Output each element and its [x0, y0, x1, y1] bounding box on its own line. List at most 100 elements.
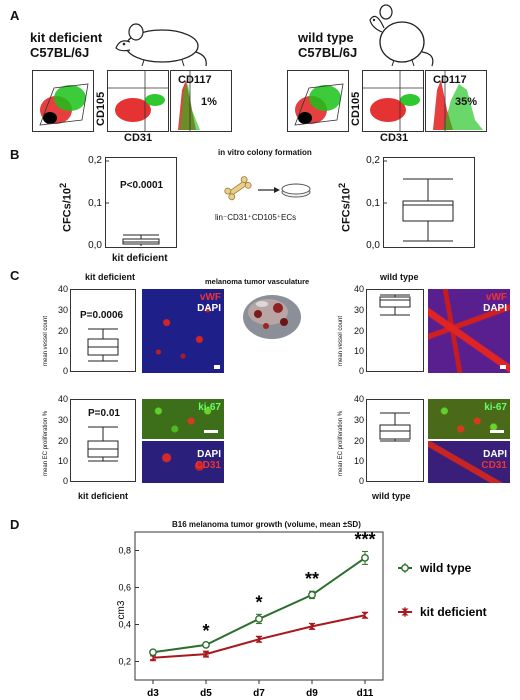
c-left-dapi-label: DAPI: [197, 303, 221, 314]
c-left-vessel-ylabel: mean vessel count: [43, 315, 49, 366]
right-b-ytick-1: 0,2: [366, 155, 380, 166]
left-strain-label: kit deficient C57BL/6J: [30, 30, 102, 60]
significance-layer: *******: [202, 530, 375, 641]
c-left-vwf-image: vWF DAPI: [142, 289, 224, 373]
x-axis: d3 d5 d7 d9 d11: [147, 680, 374, 699]
significance-stars: *: [255, 592, 262, 612]
b-left-xlabel: kit deficient: [112, 253, 168, 264]
right-pct-label: 35%: [455, 96, 478, 108]
y-tick-label: 0,2: [118, 657, 131, 667]
c-lp-tick-10: 10: [57, 456, 68, 466]
c-left-cd31-image: DAPI CD31: [142, 441, 224, 483]
c-rv-tick-40: 40: [353, 284, 364, 294]
x-tick-label: d7: [253, 688, 265, 699]
c-right-cd31-image: DAPI CD31: [428, 441, 510, 483]
right-strain-line1: wild type: [298, 30, 354, 45]
c-left-cd31-label: CD31: [195, 460, 221, 471]
c-right-vessel-ylabel: mean vessel count: [338, 315, 344, 366]
y-axis: 0,2 0,4 0,6 0,8: [118, 546, 139, 667]
c-right-prolif-ylabel: mean EC proliferation %: [338, 410, 344, 476]
c-left-vwf-label: vWF: [199, 292, 221, 303]
c-left-scalebar: [214, 365, 220, 369]
c-rp-tick-20: 20: [353, 436, 364, 446]
right-facs-scatter-2: [362, 70, 424, 132]
data-point: [149, 654, 157, 662]
right-cd31-label: CD31: [380, 132, 409, 144]
significance-stars: *: [202, 621, 209, 641]
c-left-ki67-image: ki-67: [142, 399, 224, 439]
c-right-title: wild type: [380, 272, 419, 282]
y-tick-label: 0,4: [118, 620, 131, 630]
c-left-ki67-scalebar: [204, 430, 218, 433]
c-lp-tick-40: 40: [57, 394, 68, 404]
data-point: [308, 622, 316, 630]
y-tick-label: 0,8: [118, 546, 131, 556]
left-facs-scatter-1: [32, 70, 94, 132]
right-b-ytick-2: 0,1: [366, 198, 380, 209]
cfc-ylabel-exp: 2: [58, 182, 68, 188]
tumor-icon: [243, 295, 301, 339]
right-strain-label: wild type C57BL/6J: [298, 30, 357, 60]
data-point: [149, 648, 157, 657]
c-right-cd31-label: CD31: [481, 460, 507, 471]
c-left-dapi2-label: DAPI: [197, 449, 221, 460]
panel-b-letter: B: [10, 147, 20, 162]
c-left-title: kit deficient: [85, 272, 136, 282]
b-center-caption: lin⁻CD31⁺CD105⁺ECs: [215, 213, 297, 222]
c-rp-tick-40: 40: [353, 394, 364, 404]
c-rv-tick-0: 0: [358, 366, 364, 376]
c-rp-tick-30: 30: [353, 415, 364, 425]
left-b-ytick-3: 0,0: [88, 240, 102, 251]
data-point: [361, 611, 369, 619]
c-lv-tick-40: 40: [57, 284, 68, 294]
left-facs-histogram: [170, 70, 232, 132]
c-left-xlabel: kit deficient: [78, 491, 129, 501]
c-left-ki67-label: ki-67: [198, 402, 221, 413]
left-cd31-label: CD31: [124, 132, 153, 144]
c-left-vessel-boxplot: [70, 289, 136, 372]
left-mouse-icon: [115, 23, 207, 67]
b-center-title: in vitro colony formation: [218, 148, 312, 157]
right-cfc-ylabel: CFCs/102: [337, 183, 353, 232]
c-rp-tick-10: 10: [353, 456, 364, 466]
c-left-prolif-boxplot: [70, 399, 136, 482]
c-lp-tick-0: 0: [62, 476, 68, 486]
data-point: [202, 640, 210, 649]
c-right-vwf-label: vWF: [485, 292, 507, 303]
c-right-ki67-scalebar: [490, 430, 504, 433]
left-strain-line2: C57BL/6J: [30, 45, 90, 60]
c-lv-tick-0: 0: [62, 366, 68, 376]
panel-c-letter: C: [10, 268, 20, 283]
legend-label: wild type: [419, 561, 472, 575]
right-facs-scatter-1: [287, 70, 349, 132]
c-lp-tick-20: 20: [57, 436, 68, 446]
c-right-vessel-boxplot: [366, 289, 424, 372]
right-mouse-icon: [369, 4, 434, 67]
left-b-ytick-1: 0,2: [88, 155, 102, 166]
cfc-ylabel-text-r: CFCs/10: [340, 187, 353, 232]
legend: wild type kit deficient: [398, 561, 487, 619]
cfc-ylabel-exp-r: 2: [337, 182, 347, 188]
x-tick-label: d3: [147, 688, 159, 699]
c-right-xlabel: wild type: [372, 491, 411, 501]
b-pvalue: P<0.0001: [120, 180, 164, 191]
c-center-title: melanoma tumor vasculature: [205, 277, 310, 286]
left-cd105-label: CD105: [95, 91, 107, 126]
c-right-dapi-label: DAPI: [483, 303, 507, 314]
c-right-dapi2-label: DAPI: [483, 449, 507, 460]
legend-marker: [401, 608, 409, 616]
left-b-ytick-2: 0,1: [88, 198, 102, 209]
data-point: [202, 650, 210, 658]
d-chart-title: B16 melanoma tumor growth (volume, mean …: [172, 520, 361, 529]
c-pvalue-prolif: P=0.01: [88, 408, 120, 419]
c-right-ki67-image: ki-67: [428, 399, 510, 439]
c-left-prolif-ylabel: mean EC proliferation %: [43, 410, 49, 476]
right-strain-line2: C57BL/6J: [298, 45, 358, 60]
right-b-ytick-3: 0,0: [366, 240, 380, 251]
c-rv-tick-20: 20: [353, 326, 364, 336]
c-lp-tick-30: 30: [57, 415, 68, 425]
data-point: [255, 635, 263, 643]
panel-a-letter: A: [10, 8, 20, 23]
x-tick-label: d5: [200, 688, 212, 699]
left-strain-line1: kit deficient: [30, 30, 103, 45]
